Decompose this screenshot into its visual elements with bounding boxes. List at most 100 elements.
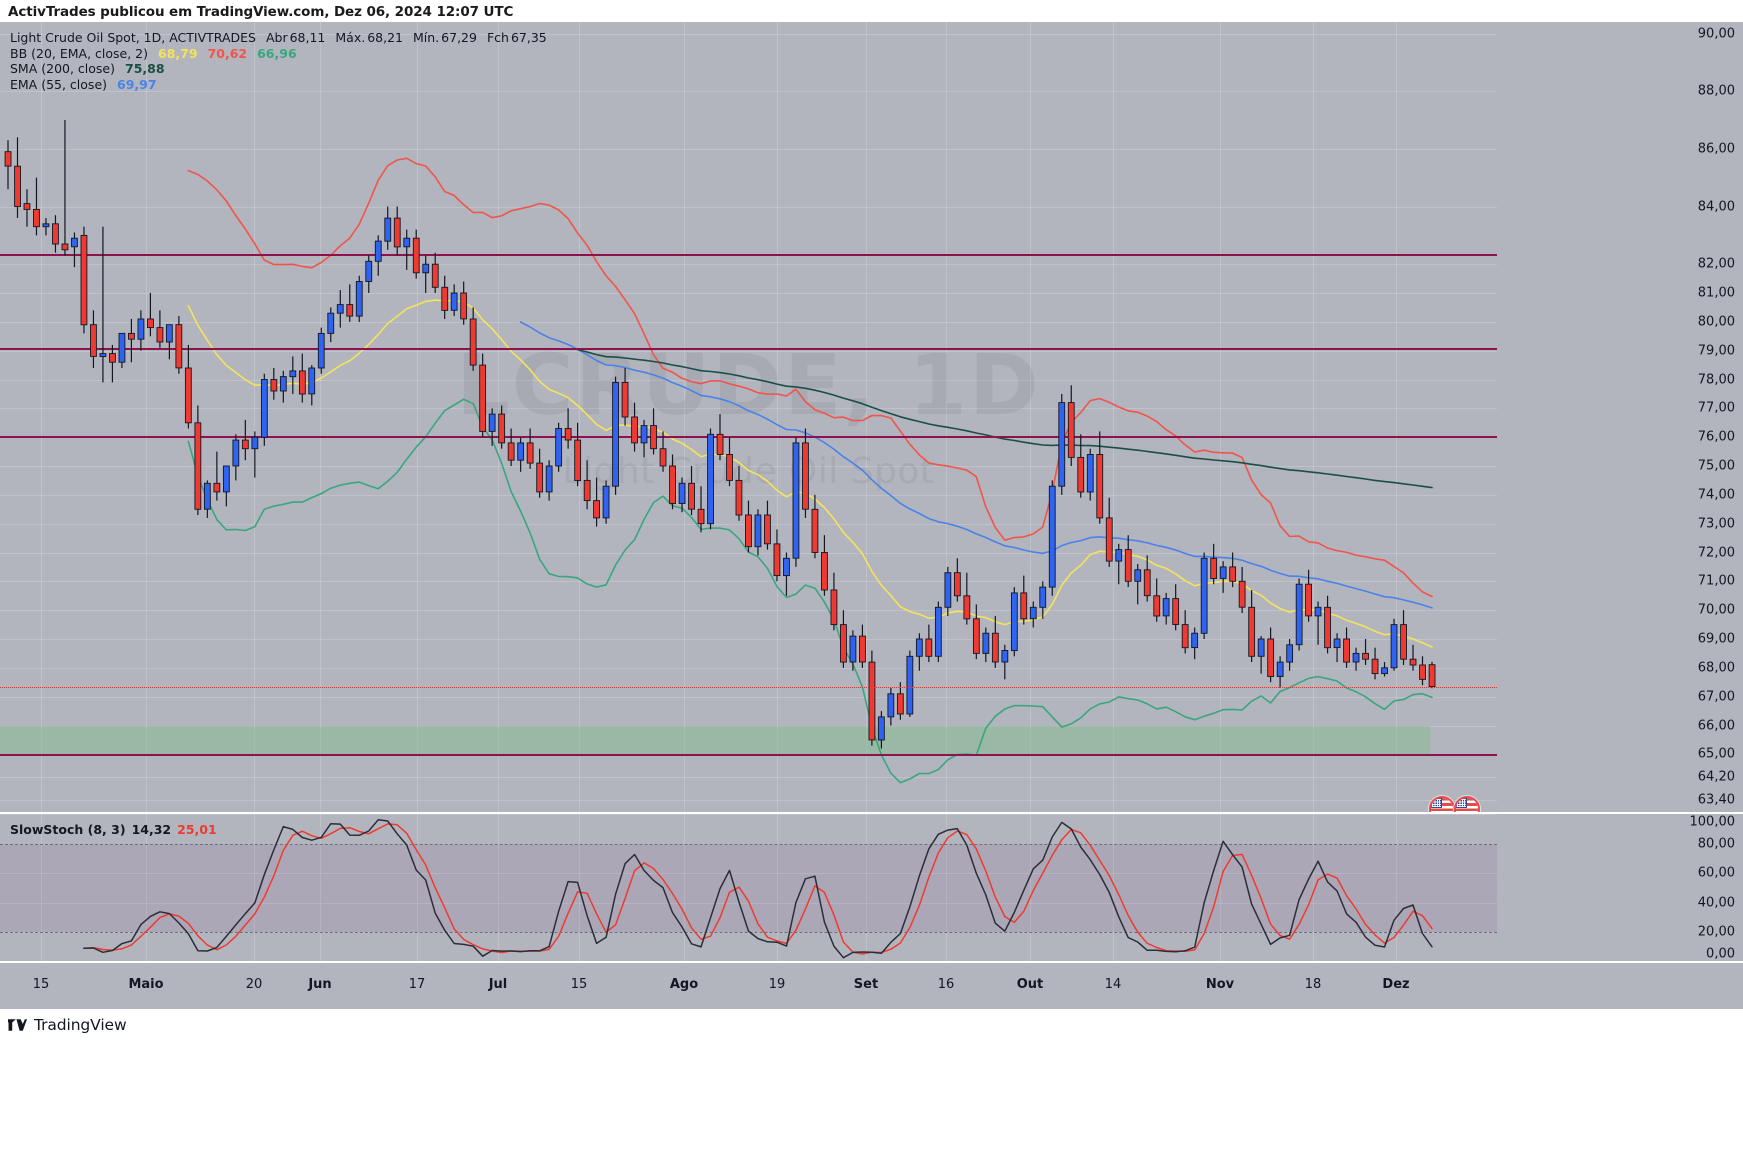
candle-body [422,263,430,274]
gridline [0,466,1497,467]
candle-body [14,165,21,208]
fib-level-line[interactable] [0,754,1497,757]
candle-body [783,557,790,577]
price-scale[interactable]: 90,00 88,00 86,00 84,00 82,00 81,00 80,00 79,00… [1497,22,1743,812]
candle-body [4,151,12,167]
time-tick-label: 20 [245,977,263,992]
price-tick-label: 82,00 [1697,256,1735,272]
candle-body [707,433,714,525]
candle-body [1219,566,1227,579]
candle-body [289,370,297,378]
us-flag-icon[interactable] [1429,796,1455,812]
pane-separator-1[interactable] [0,812,1743,814]
time-tick-label: 19 [768,977,786,992]
gridline [41,22,42,812]
price-tick-label: 70,00 [1697,602,1735,618]
price-tick-label: 75,00 [1697,458,1735,474]
candle-body [23,203,31,210]
time-axis[interactable]: 15 Maio 20 Jun 17 Jul 15 Ago 19 Set 16 Out 14 Nov 18 De… [0,963,1497,1009]
candle-body [355,281,363,317]
price-tick-label: 65,00 [1697,746,1735,762]
price-tick-label: 66,00 [1697,718,1735,733]
candle-body [128,332,135,340]
candle-body [1257,638,1265,657]
last-price-line [0,686,1497,688]
candle-body [764,514,771,545]
price-tick-label: 84,00 [1697,199,1735,215]
gridline [0,293,1497,294]
candle-body [840,624,847,663]
candle-body [1210,557,1218,579]
candle-body [1124,549,1132,582]
candle-body [1276,661,1284,677]
gridline [0,726,1497,727]
candle-body [868,661,876,741]
price-tick-label: 86,00 [1697,141,1735,157]
candle-body [555,428,563,467]
candle-body [1067,402,1075,458]
candle-body [222,465,230,493]
gridline [498,814,499,962]
main-chart-pane[interactable]: LCRUDE, 1D Light Crude Oil Spot 61,80%50… [0,22,1497,812]
candle-body [450,292,458,311]
gridline [1396,22,1397,812]
gridline [1220,22,1221,812]
price-tick-label: 72,00 [1697,545,1735,560]
candle-body [346,304,354,317]
gridline [146,22,147,812]
gridline [254,814,255,962]
gridline [0,610,1497,611]
stochastic-scale[interactable]: 100,00 80,00 60,00 40,00 20,00 0,00 [1497,814,1743,962]
us-flag-icon[interactable] [1454,796,1480,812]
candle-body [1181,624,1189,649]
time-tick-label: 14 [1104,977,1122,992]
gridline [777,814,778,962]
candle-body [1295,583,1303,646]
candle-body [650,425,657,450]
fib-level-line[interactable] [0,347,1497,350]
candle-body [811,508,819,553]
stochastic-pane[interactable] [0,814,1497,962]
candle-body [90,324,97,357]
gridline [1313,22,1314,812]
gridline [41,814,42,962]
fib-level-line[interactable] [0,254,1497,257]
price-tick-label: 69,00 [1697,631,1735,647]
price-tick-label: 77,00 [1697,400,1735,416]
candle-body [640,425,648,444]
stoch-threshold-line [0,932,1497,934]
gridline [946,22,947,812]
candle-body [1172,598,1180,625]
candle-body [1390,624,1398,669]
gridline [684,814,685,962]
stochastic-legend[interactable]: SlowStoch (8, 3) 14,32 25,01 [10,822,217,837]
candle-body [147,318,154,329]
pane-separator-2[interactable] [0,961,1743,963]
candle-body [526,442,534,464]
candle-body [944,572,952,608]
time-tick-label: 17 [408,977,426,992]
gridline [684,22,685,812]
candle-body [716,433,724,455]
gridline [0,322,1497,323]
price-tick-label: 67,00 [1697,689,1735,705]
time-tick-label: Nov [1205,977,1235,992]
time-tick-label: Jun [308,977,332,992]
candle-body [384,217,392,242]
candle-body [1134,569,1142,582]
candle-body [232,439,240,467]
candle-body [1086,454,1094,493]
gridline [0,697,1497,698]
candle-body [1419,664,1426,680]
indicator-overlays [187,157,1433,784]
time-tick-label: Maio [128,977,164,992]
gridline [417,22,418,812]
candle-body [982,632,990,654]
fib-level-line[interactable] [0,435,1497,438]
candle-body [915,638,923,657]
candle-body [1143,569,1151,597]
bollinger-basis-line [187,299,1433,648]
candle-body [1048,485,1056,588]
candle-body [877,716,885,741]
candle-body [336,304,344,314]
